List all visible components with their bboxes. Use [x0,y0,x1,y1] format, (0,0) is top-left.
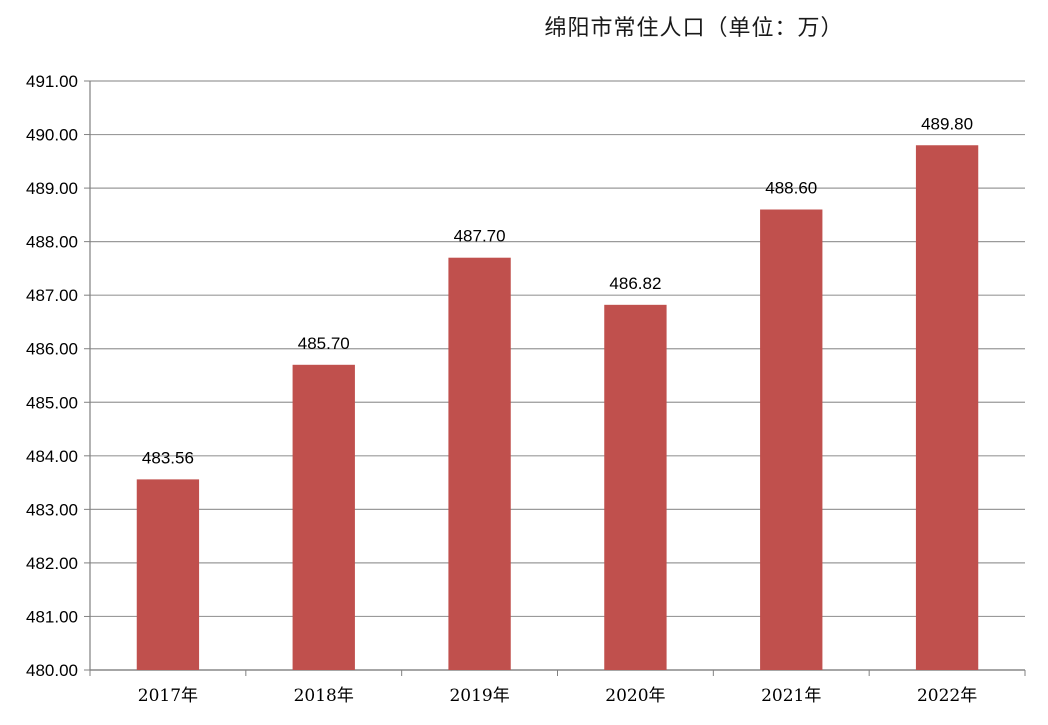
chart-title: 绵阳市常住人口（单位：万） [544,16,844,41]
data-label: 489.80 [921,114,973,133]
bar [448,257,511,670]
data-label: 483.56 [142,448,194,467]
bar [604,304,667,670]
data-label: 485.70 [298,334,350,353]
y-tick-label: 483.00 [26,500,78,519]
y-tick-label: 480.00 [26,661,78,680]
y-tick-label: 487.00 [26,286,78,305]
x-tick-label: 2018年 [294,686,354,706]
y-tick-label: 491.00 [26,72,78,91]
x-tick-label: 2017年 [138,686,198,706]
x-tick-label: 2019年 [449,686,509,706]
y-tick-label: 484.00 [26,447,78,466]
y-tick-label: 486.00 [26,340,78,359]
bar [915,145,979,671]
x-tick-label: 2021年 [761,686,821,706]
y-tick-label: 489.00 [26,179,78,198]
bar [136,479,200,670]
bar [292,364,355,670]
x-tick-label: 2020年 [605,686,665,706]
y-tick-label: 490.00 [26,126,78,145]
y-tick-label: 485.00 [26,393,78,412]
y-tick-label: 482.00 [26,554,78,573]
y-tick-label: 481.00 [26,607,78,626]
bar [760,209,823,670]
data-label: 486.82 [609,274,661,293]
data-label: 488.60 [765,179,817,198]
data-label: 487.70 [454,227,506,246]
x-tick-label: 2022年 [917,686,977,706]
y-tick-label: 488.00 [26,233,78,252]
